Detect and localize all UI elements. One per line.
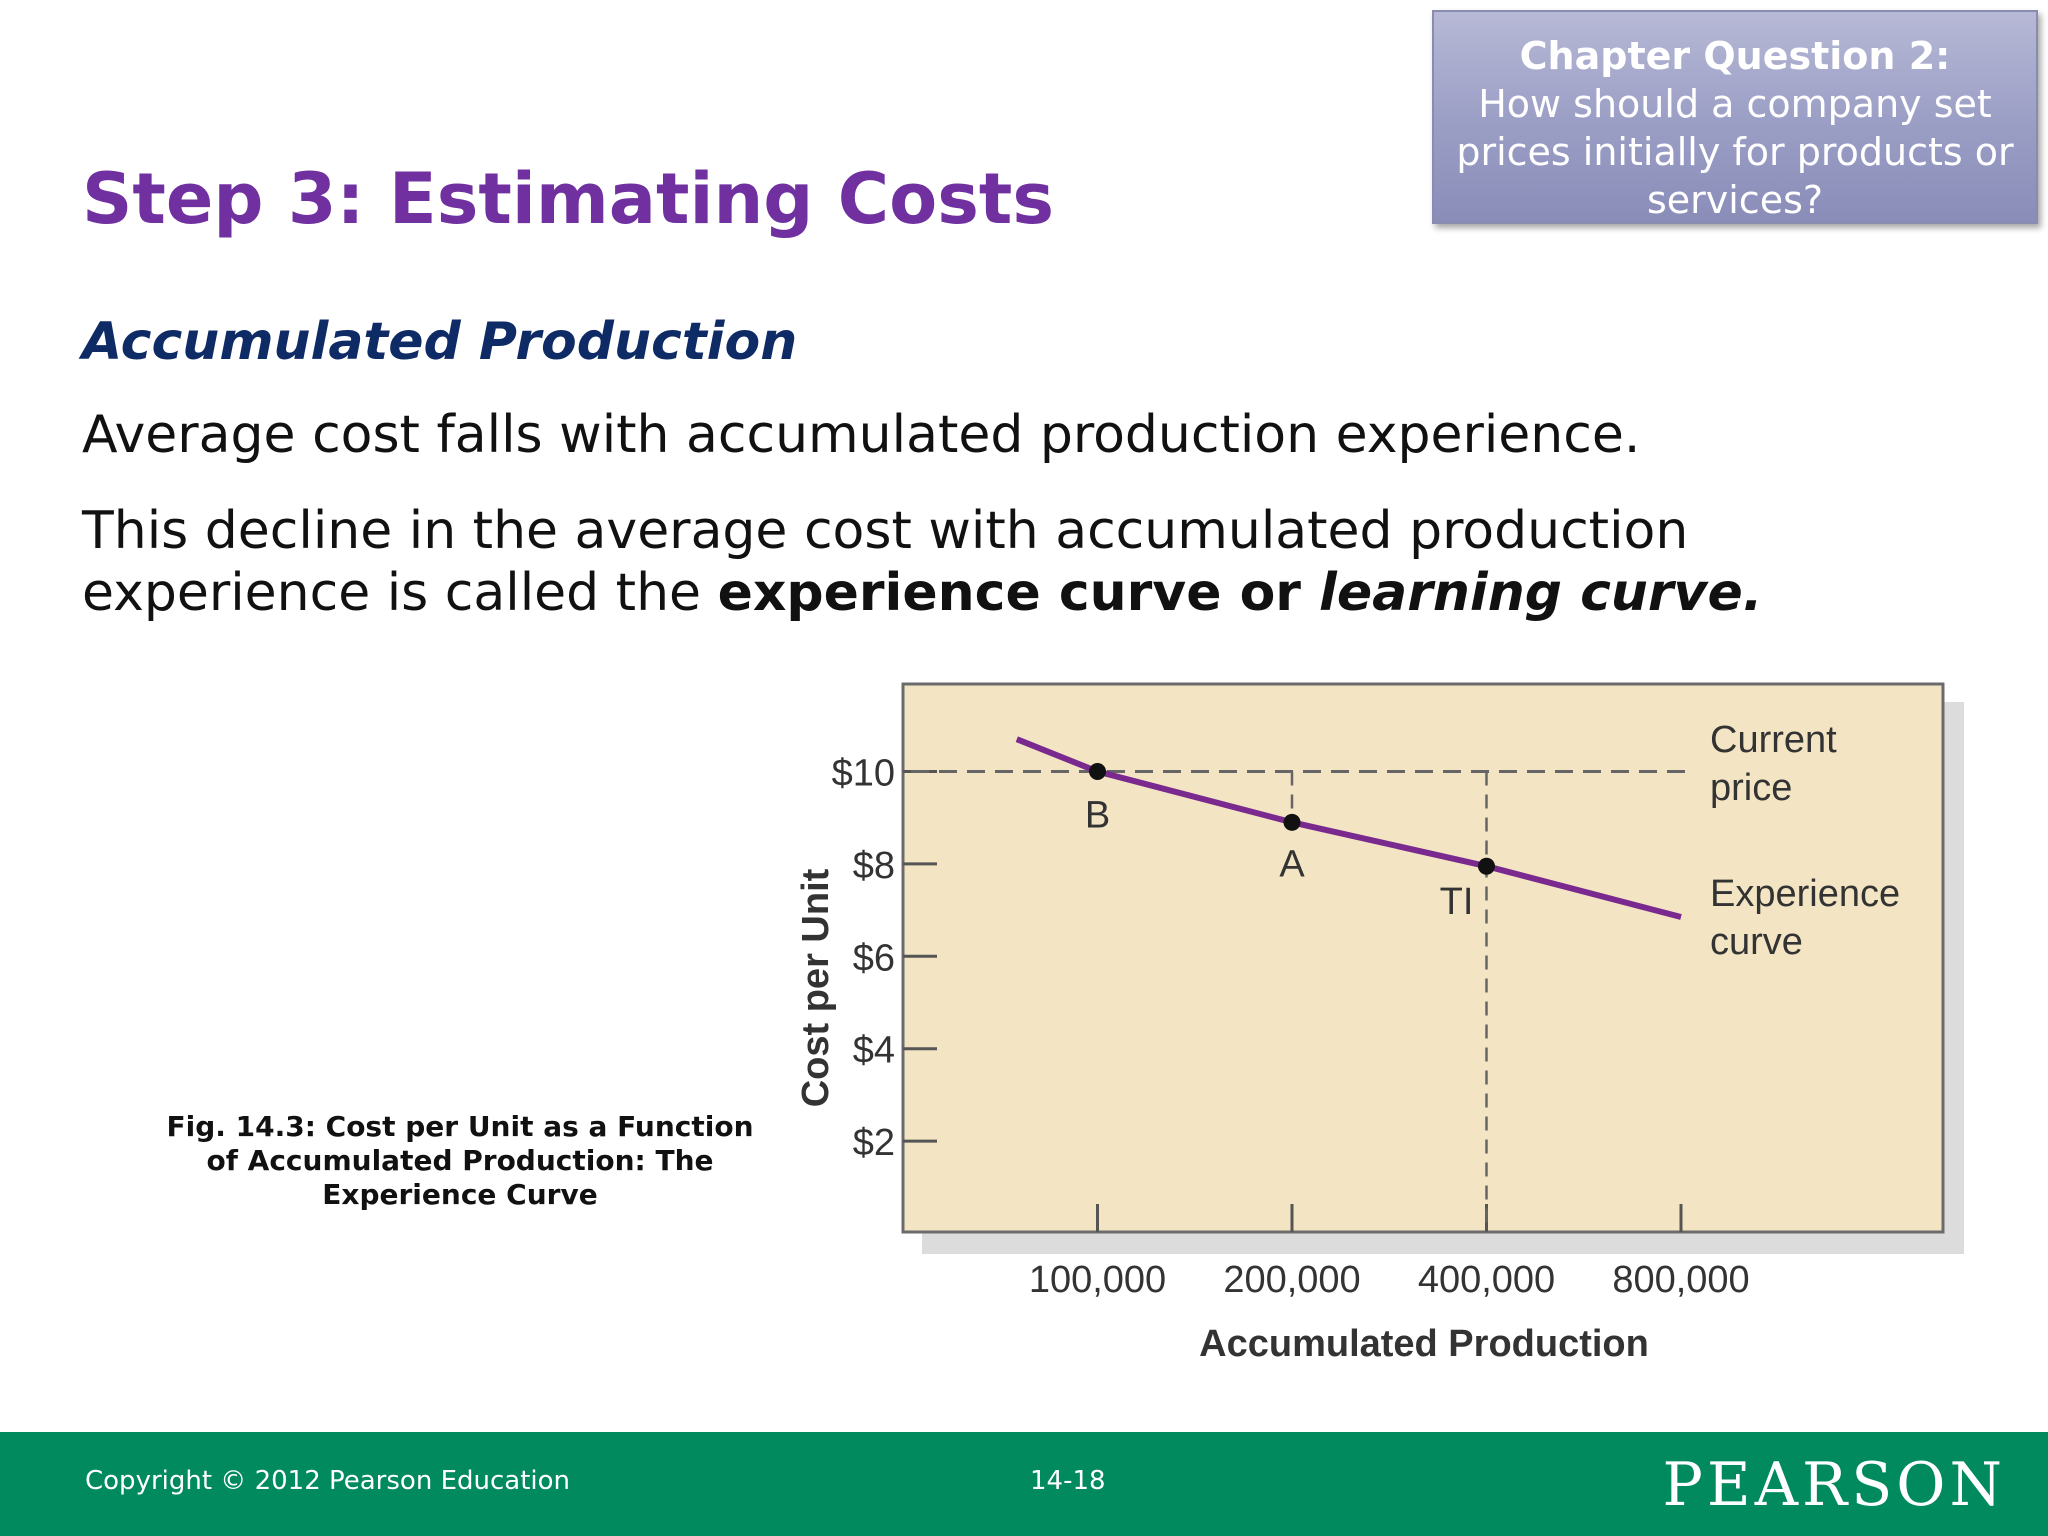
chapter-question-box: Chapter Question 2: How should a company… <box>1432 10 2038 224</box>
experience-curve-label-line-2: curve <box>1710 921 1803 963</box>
x-tick-label: 100,000 <box>1029 1259 1166 1301</box>
y-tick-label: $6 <box>853 937 895 979</box>
paragraph-2-bold-italic-term: learning curve. <box>1319 563 1763 623</box>
experience-curve-chart: $2 $4 $6 $8 $10 100,000 200,000 400,000 800,000… <box>795 682 1964 1365</box>
curve-points: B A TI <box>1085 763 1495 923</box>
paragraph-2-text: This decline in the average cost with ac… <box>82 501 1689 623</box>
body-paragraph-2: This decline in the average cost with ac… <box>82 500 1882 624</box>
experience-curve-label-line-1: Experience <box>1710 873 1900 915</box>
chapter-question-text: How should a company set prices initiall… <box>1456 82 2014 222</box>
point-a-marker <box>1283 813 1301 831</box>
y-tick-label: $4 <box>853 1030 895 1072</box>
x-axis-label: Accumulated Production <box>1199 1323 1649 1365</box>
slide-title: Step 3: Estimating Costs <box>82 158 1055 240</box>
plot-area <box>901 682 1945 1234</box>
y-tick-label: $10 <box>832 753 895 795</box>
y-axis-ticks: $2 $4 $6 $8 $10 <box>832 753 937 1164</box>
current-price-label-line-1: Current <box>1710 719 1837 761</box>
slide-subheading: Accumulated Production <box>82 312 798 372</box>
x-tick-label: 200,000 <box>1223 1259 1360 1301</box>
point-a-label: A <box>1279 843 1305 885</box>
current-price-label-line-2: price <box>1710 767 1792 809</box>
point-b-label: B <box>1085 795 1110 837</box>
body-paragraph-1: Average cost falls with accumulated prod… <box>82 405 1641 465</box>
figure-caption: Fig. 14.3: Cost per Unit as a Function o… <box>166 1110 754 1211</box>
footer-bar: Copyright © 2012 Pearson Education 14-18… <box>0 1432 2048 1536</box>
pearson-logo: PEARSON <box>1662 1450 2006 1520</box>
paragraph-2-bold-term: experience curve or <box>717 563 1320 623</box>
y-tick-label: $8 <box>853 845 895 887</box>
point-ti-marker <box>1478 857 1495 875</box>
chapter-question-heading: Chapter Question 2: <box>1519 34 1951 78</box>
x-axis-ticks: 100,000 200,000 400,000 800,000 <box>1029 1204 1750 1301</box>
y-tick-label: $2 <box>853 1122 895 1164</box>
y-axis-label: Cost per Unit <box>795 868 837 1107</box>
copyright-text: Copyright © 2012 Pearson Education <box>85 1466 571 1496</box>
x-tick-label: 400,000 <box>1418 1259 1555 1301</box>
point-ti-label: TI <box>1440 881 1474 923</box>
page-number: 14-18 <box>1030 1466 1106 1496</box>
point-b-marker <box>1089 763 1106 780</box>
x-tick-label: 800,000 <box>1612 1259 1749 1301</box>
